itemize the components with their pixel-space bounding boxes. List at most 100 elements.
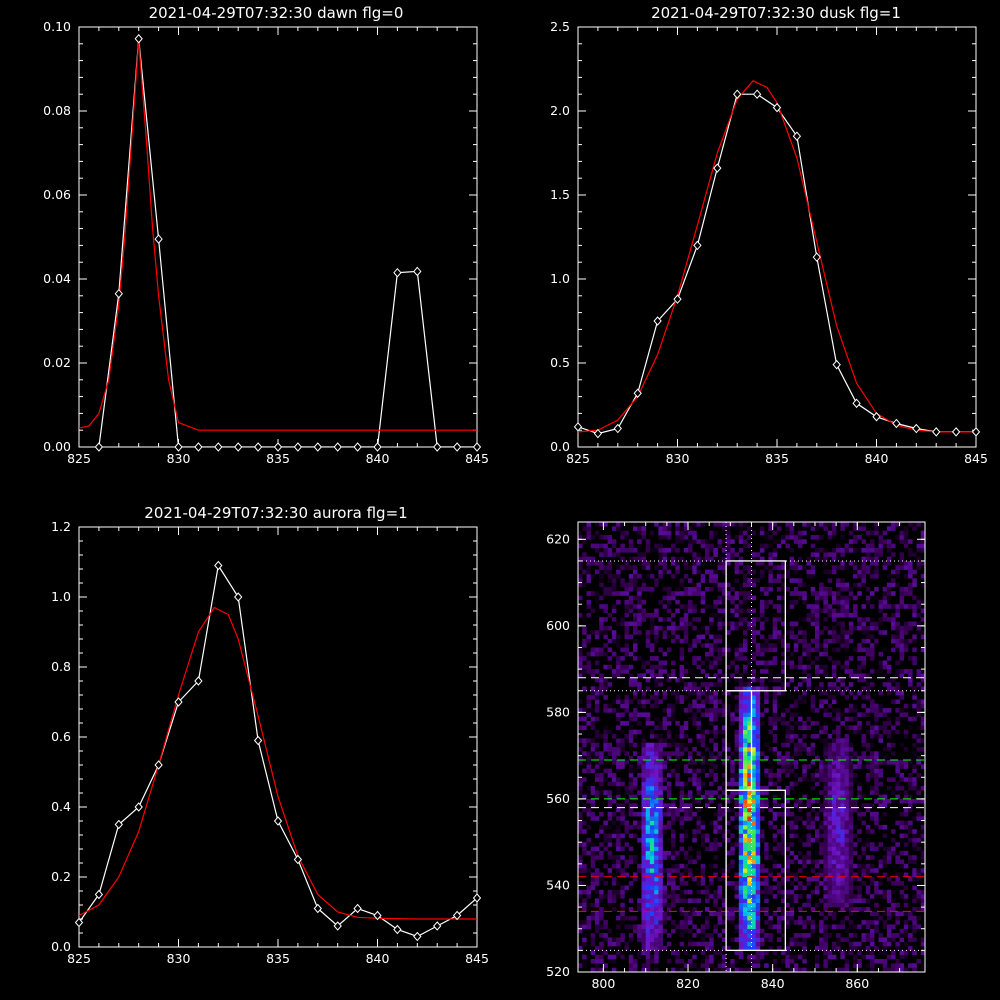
spec-heat-cell xyxy=(721,621,727,627)
spec-heat-cell xyxy=(666,686,672,691)
spec-heat-cell xyxy=(836,591,841,596)
spec-heat-cell xyxy=(903,621,909,627)
spec-heat-cell xyxy=(776,829,782,834)
spec-heat-cell xyxy=(628,755,634,761)
spec-heat-cell xyxy=(705,920,710,925)
spec-heat-cell xyxy=(709,846,714,852)
spec-heat-cell xyxy=(785,764,790,769)
spec-heat-cell xyxy=(641,790,646,795)
spec-heat-cell xyxy=(645,954,651,960)
spec-heat-cell xyxy=(819,699,824,704)
spec-heat-cell xyxy=(798,837,803,843)
spec-heat-cell xyxy=(730,794,735,800)
spec-heat-cell xyxy=(785,742,790,748)
spec-heat-cell xyxy=(662,807,668,813)
spec-heat-cell xyxy=(599,872,604,878)
spec-heat-cell xyxy=(886,760,892,765)
spec-heat-cell xyxy=(726,868,731,873)
spec-heat-cell xyxy=(827,872,833,878)
spec-heat-cell xyxy=(641,937,646,942)
spec-heat-cell xyxy=(713,911,718,916)
spec-heat-cell xyxy=(903,539,909,544)
spec-heat-cell xyxy=(760,569,765,575)
spec-heat-cell xyxy=(831,794,837,800)
spec-heat-cell xyxy=(603,833,608,839)
spec-heat-cell xyxy=(840,885,845,891)
spec-heat-cell xyxy=(781,643,786,648)
spec-heat-cell xyxy=(827,798,833,804)
spec-heat-cell xyxy=(747,729,752,735)
spec-heat-cell xyxy=(594,703,600,709)
spec-heat-cell xyxy=(781,586,786,592)
spec-heat-cell xyxy=(705,946,710,951)
spec-heat-cell xyxy=(903,560,909,566)
dusk-data-point xyxy=(951,427,961,437)
spec-heat-cell xyxy=(658,664,663,670)
spec-heat-cell xyxy=(738,599,744,605)
spec-heat-cell xyxy=(827,855,833,860)
spec-heat-cell xyxy=(908,915,913,921)
spec-heat-cell xyxy=(700,738,706,743)
spec-heat-cell xyxy=(827,816,833,821)
spec-heat-cell xyxy=(772,690,778,696)
spec-heat-cell xyxy=(662,535,668,540)
spec-heat-cell xyxy=(633,811,638,817)
dusk-data-point xyxy=(693,240,702,251)
spec-heat-cell xyxy=(870,725,875,730)
spec-heat-cell xyxy=(836,855,841,860)
spec-heat-cell xyxy=(882,894,888,899)
spec-heat-cell xyxy=(844,963,850,968)
spec-heat-cell xyxy=(827,742,833,748)
spec-heat-cell xyxy=(836,898,841,903)
spec-heat-cell xyxy=(823,967,828,973)
spec-heat-cell xyxy=(848,560,854,566)
spec-heat-cell xyxy=(823,595,828,601)
spec-heat-cell xyxy=(806,686,811,691)
spec-heat-cell xyxy=(764,591,769,596)
spec-heat-cell xyxy=(895,946,900,951)
spec-heat-cell xyxy=(798,742,803,748)
spec-heat-cell xyxy=(717,582,723,588)
spec-heat-cell xyxy=(620,859,625,865)
spec-heat-cell xyxy=(751,530,756,536)
spec-heat-cell xyxy=(603,790,608,795)
spec-heat-cell xyxy=(578,573,583,579)
spec-heat-cell xyxy=(616,664,621,670)
spec-heat-cell xyxy=(810,773,816,778)
spec-heat-cell xyxy=(870,768,875,774)
spec-heat-cell xyxy=(734,591,740,596)
spec-heat-cell xyxy=(895,729,900,735)
spec-heat-cell xyxy=(696,630,701,635)
spec-heat-cell xyxy=(620,543,625,549)
spec-heat-cell xyxy=(675,522,680,527)
spec-heat-cell xyxy=(683,946,689,951)
spec-heat-cell xyxy=(578,820,583,826)
spec-heat-cell xyxy=(857,643,862,648)
spec-heat-cell xyxy=(603,963,608,968)
spec-heat-cell xyxy=(743,773,748,778)
spec-heat-cell xyxy=(675,586,680,592)
spec-heat-cell xyxy=(654,855,659,860)
spec-heat-cell xyxy=(730,959,735,964)
spec-heat-cell xyxy=(815,638,820,644)
spec-heat-cell xyxy=(649,798,655,804)
spec-heat-cell xyxy=(641,712,646,717)
spec-heat-cell xyxy=(611,967,617,973)
spec-heat-cell xyxy=(810,721,816,726)
spec-heat-cell xyxy=(616,526,621,531)
spec-heat-cell xyxy=(751,881,756,886)
spec-heat-cell xyxy=(891,937,896,942)
spec-heat-cell xyxy=(747,695,752,700)
spec-heat-cell xyxy=(692,552,697,557)
dusk-data-point xyxy=(713,163,722,173)
spec-heat-cell xyxy=(628,915,634,921)
spec-heat-cell xyxy=(751,734,756,739)
spec-heat-cell xyxy=(743,859,748,865)
spec-heat-cell xyxy=(823,526,828,531)
spec-heat-cell xyxy=(810,924,816,929)
spec-heat-cell xyxy=(776,673,782,678)
spec-heat-cell xyxy=(781,898,786,903)
spec-heat-cell xyxy=(578,595,583,601)
spec-heat-cell xyxy=(882,950,888,955)
spec-heat-cell xyxy=(578,699,583,704)
